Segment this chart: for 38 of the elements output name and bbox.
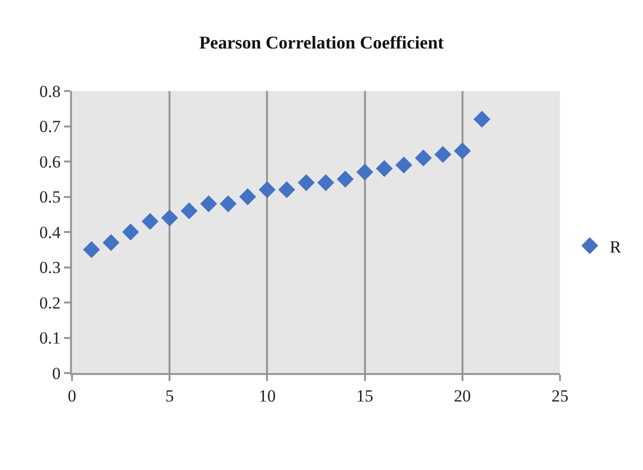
y-tick-label: 0.1	[39, 328, 61, 348]
point	[376, 160, 393, 177]
point	[122, 224, 140, 240]
y-tick-label: 0.8	[39, 82, 61, 101]
point	[102, 234, 120, 252]
point	[395, 156, 412, 174]
legend-label: R	[610, 237, 622, 256]
y-tick-label: 0.4	[39, 222, 62, 242]
y-tick-label: 0.2	[39, 293, 61, 312]
point	[298, 174, 315, 192]
y-tick-label: 0.6	[39, 152, 61, 172]
x-tick-label: 5	[165, 386, 174, 406]
x-tick-label: 10	[258, 386, 276, 406]
point	[317, 174, 334, 192]
y-tick-label: 0	[52, 364, 61, 383]
point	[200, 195, 218, 212]
point	[473, 110, 490, 128]
point	[161, 209, 178, 226]
point	[336, 170, 354, 188]
point	[258, 181, 276, 198]
y-tick-label: 0.5	[39, 188, 61, 207]
point	[278, 181, 296, 198]
point	[220, 195, 237, 212]
x-tick-label: 0	[68, 386, 76, 406]
chart-title: Pearson Correlation Coefficient	[199, 32, 444, 53]
point	[454, 142, 471, 160]
point	[142, 212, 159, 230]
point	[239, 188, 256, 206]
point	[83, 241, 100, 258]
y-tick-label: 0.7	[39, 117, 62, 136]
point	[356, 164, 374, 181]
x-tick-label: 20	[454, 386, 471, 406]
point	[434, 146, 452, 163]
y-tick-label: 0.3	[39, 258, 61, 278]
point	[180, 202, 198, 220]
x-tick-label: 15	[356, 386, 374, 406]
point	[414, 150, 432, 166]
x-tick-label: 25	[552, 386, 568, 406]
